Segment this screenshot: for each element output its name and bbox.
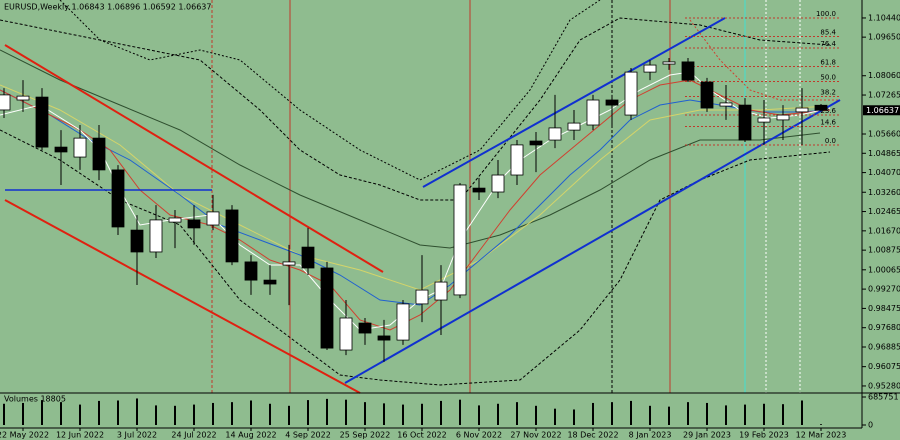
x-tick-label: 4 Sep 2022 <box>285 431 331 440</box>
candle-body <box>244 261 258 281</box>
candle-body <box>491 174 505 193</box>
candle-body <box>168 217 182 223</box>
candle-body <box>643 64 657 73</box>
candle-body <box>263 279 277 285</box>
candle-body <box>814 104 828 111</box>
candle-body <box>320 267 334 349</box>
candle-body <box>35 96 49 148</box>
fib-label: 61.8 <box>820 59 836 67</box>
x-tick-label: 3 Jul 2022 <box>117 431 157 440</box>
candle-body <box>301 246 315 269</box>
x-tick-label: 16 Oct 2022 <box>397 431 446 440</box>
fib-label: 0.0 <box>825 137 836 145</box>
y-tick-label: 0.95280 <box>868 381 900 390</box>
fib-label: 100.0 <box>816 10 836 18</box>
fib-label: 14.6 <box>820 118 836 126</box>
candle-body <box>548 127 562 141</box>
y-tick-label: 1.09650 <box>868 33 900 42</box>
y-tick-label: 1.00065 <box>868 265 900 274</box>
y-tick-label: 1.04070 <box>868 168 900 177</box>
x-tick-label: 29 Jan 2023 <box>683 431 731 440</box>
fib-label: 76.4 <box>820 40 836 48</box>
y-tick-label: 1.00875 <box>868 246 900 255</box>
x-tick-label: 18 Dec 2022 <box>567 431 618 440</box>
candle-body <box>757 117 771 123</box>
candle-body <box>681 61 695 81</box>
y-tick-label: 1.10440 <box>868 13 900 22</box>
y-tick-label: 0.97680 <box>868 323 900 332</box>
y-tick-label: 1.07265 <box>868 91 900 100</box>
current-price-label: 1.06637 <box>866 106 899 115</box>
y-tick-label: 0.96885 <box>868 343 900 352</box>
candle-body <box>700 81 714 109</box>
x-tick-label: 25 Sep 2022 <box>340 431 391 440</box>
candle-body <box>510 144 524 176</box>
fib-label: 85.4 <box>820 29 836 37</box>
candle-body <box>0 94 11 111</box>
fib-label: 23.6 <box>820 107 836 115</box>
candle-body <box>149 219 163 253</box>
candle-body <box>529 140 543 146</box>
candle-body <box>206 211 220 226</box>
candle-body <box>567 122 581 131</box>
candle-body <box>776 114 790 121</box>
candle-body <box>92 137 106 171</box>
candle-body <box>73 137 87 158</box>
x-tick-label: 22 May 2022 <box>0 431 49 440</box>
candle-body <box>130 229 144 253</box>
y-tick-label: 0.96075 <box>868 362 900 371</box>
candle-body <box>605 99 619 106</box>
y-tick-label: 1.04865 <box>868 149 900 158</box>
y-tick-label: 1.08060 <box>868 71 900 80</box>
x-tick-label: 6 Nov 2022 <box>456 431 502 440</box>
x-tick-label: 24 Jul 2022 <box>171 431 216 440</box>
y-tick-label: 0.98475 <box>868 304 900 313</box>
candle-body <box>396 303 410 341</box>
candle-body <box>719 102 733 107</box>
candle-body <box>795 107 809 113</box>
candle-body <box>738 104 752 141</box>
candle-body <box>16 95 30 101</box>
candle-body <box>282 261 296 266</box>
x-tick-label: 19 Feb 2023 <box>739 431 789 440</box>
x-tick-label: 12 Jun 2022 <box>56 431 104 440</box>
candle-body <box>377 335 391 341</box>
decorations <box>0 0 841 394</box>
candle-body <box>225 209 239 263</box>
y-tick-label: 1.05660 <box>868 129 900 138</box>
y-tick-label: 1.02465 <box>868 207 900 216</box>
candle-body <box>434 281 448 301</box>
candle-body <box>358 322 372 334</box>
candle-body <box>624 71 638 116</box>
x-tick-label: 14 Aug 2022 <box>225 431 276 440</box>
candle-body <box>54 146 68 153</box>
chart-title: EURUSD,Weekly 1.06843 1.06896 1.06592 1.… <box>4 3 211 12</box>
x-tick-label: 27 Nov 2022 <box>510 431 561 440</box>
candle-body <box>662 61 676 65</box>
x-tick-label: 8 Jan 2023 <box>629 431 672 440</box>
fib-label: 38.2 <box>820 88 836 96</box>
y-tick-label: 0.99270 <box>868 285 900 294</box>
volume-title: Volumes 18805 <box>4 395 66 404</box>
y-tick-label: 1.01670 <box>868 226 900 235</box>
candle-body <box>187 219 201 229</box>
candle-body <box>453 184 467 296</box>
candle-body <box>415 289 429 305</box>
candle-body <box>339 317 353 351</box>
candle-body <box>111 169 125 228</box>
current-price-box <box>863 105 900 116</box>
candle-body <box>472 187 486 193</box>
volume-tick-label: 0 <box>868 421 873 430</box>
fib-label: 50.0 <box>820 74 836 82</box>
x-tick-label: 12 Mar 2023 <box>796 431 847 440</box>
volume-tick-label: 685751 <box>868 393 899 402</box>
candle-body <box>586 99 600 126</box>
y-tick-label: 1.03260 <box>868 188 900 197</box>
